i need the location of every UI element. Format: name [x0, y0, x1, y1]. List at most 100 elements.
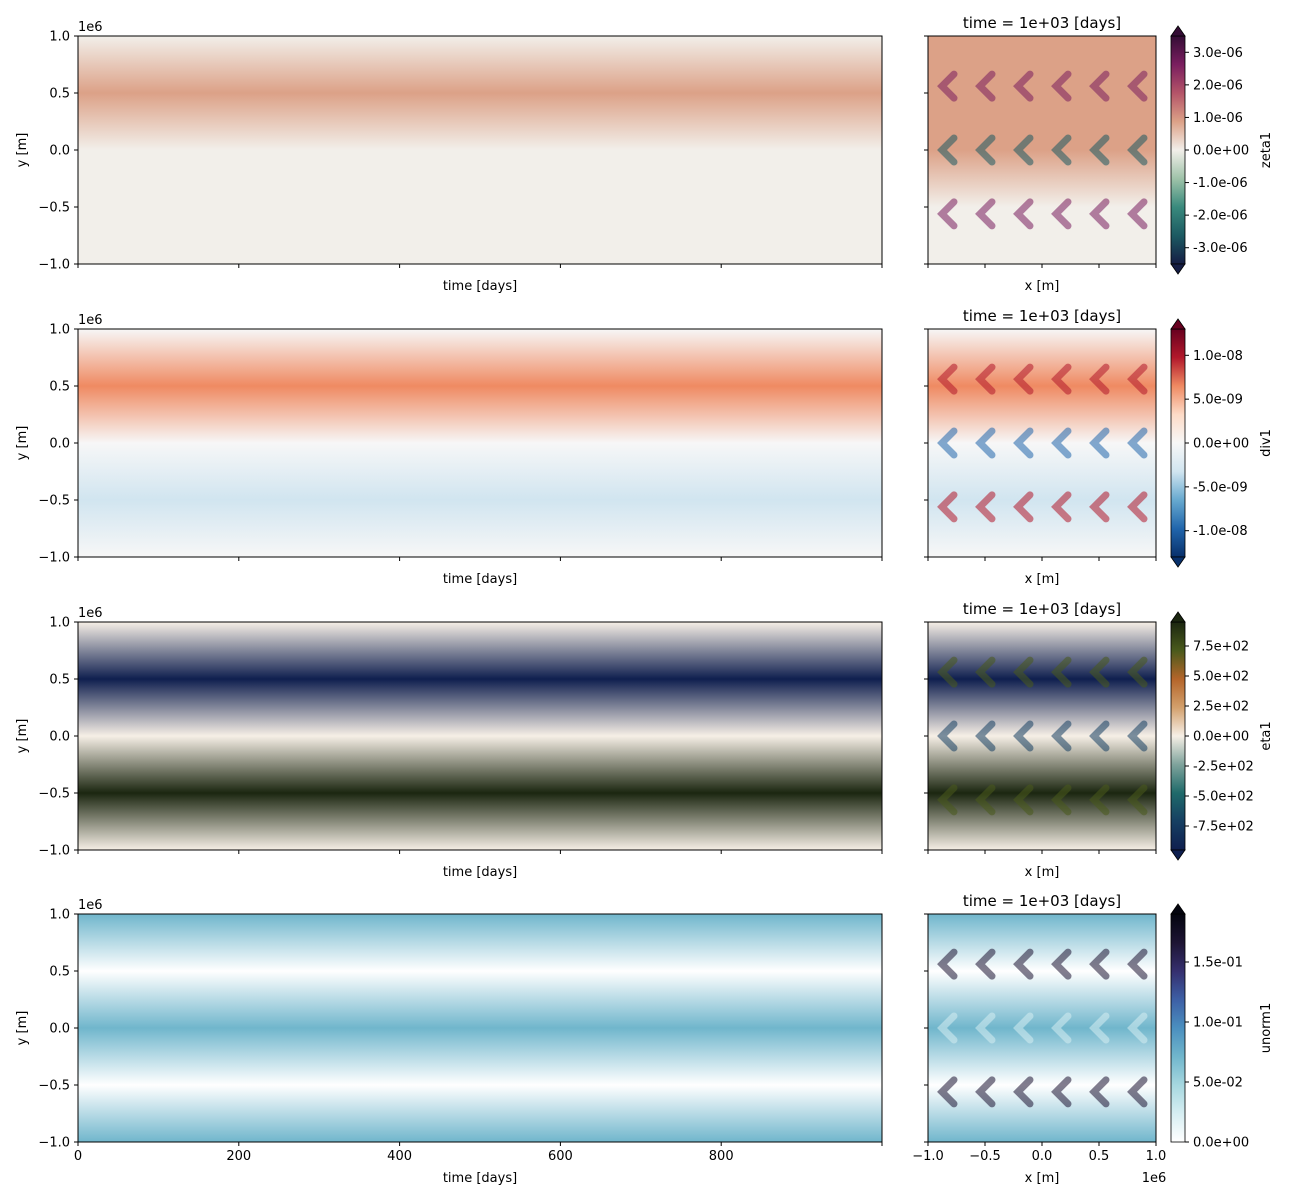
snapshot-title: time = 1e+03 [days]	[963, 14, 1121, 32]
y-offset-label: 1e6	[78, 898, 103, 913]
x-tick-label: 0.5	[1089, 1149, 1110, 1164]
x-tick-label: 600	[548, 1149, 573, 1164]
zeta1-hovmoller-field	[78, 36, 882, 264]
y-tick-label: −1.0	[38, 258, 70, 273]
eta1-colorbar	[1170, 621, 1186, 851]
colorbar-tick-label: 0.0e+00	[1193, 437, 1249, 452]
div1-colorbar	[1170, 328, 1186, 558]
colorbar-tick-label: 0.0e+00	[1193, 730, 1249, 745]
x-axis-label: x [m]	[1025, 572, 1060, 587]
x-axis-label: time [days]	[443, 572, 517, 587]
colorbar-extend-max	[1170, 903, 1186, 915]
colorbar-label: zeta1	[1259, 132, 1274, 168]
row-unorm1: 1.0 0.5 0.0 −0.5 −1.0 1e6 y [m] 0 200 400 600 800 ti…	[15, 892, 1274, 1186]
colorbar-tick-label: 3.0e-06	[1193, 46, 1243, 61]
y-axis-label: y [m]	[15, 719, 30, 754]
unorm1-hovmoller-field	[78, 914, 882, 1142]
unorm1-snapshot-field	[928, 914, 1156, 1142]
colorbar-extend-max	[1170, 25, 1186, 37]
div1-hovmoller-field	[78, 329, 882, 557]
y-tick-label: 0.0	[49, 437, 70, 452]
y-tick-label: 1.0	[49, 30, 70, 45]
y-tick-label: 0.5	[49, 380, 70, 395]
row-eta1: 1.0 0.5 0.0 −0.5 −1.0 1e6 y [m] time [days] time…	[15, 600, 1274, 880]
colorbar-tick-label: -1.0e-06	[1193, 176, 1248, 191]
colorbar-extend-min	[1170, 849, 1186, 861]
y-tick-label: −1.0	[38, 844, 70, 859]
y-axis-label: y [m]	[15, 133, 30, 168]
y-tick-label: 0.5	[49, 87, 70, 102]
colorbar-label: eta1	[1259, 721, 1274, 750]
x-axis-label: time [days]	[443, 865, 517, 880]
colorbar-tick-label: 5.0e+02	[1193, 670, 1249, 685]
unorm1-eddy-pattern	[937, 948, 1148, 1108]
y-axis-label: y [m]	[15, 426, 30, 461]
x-tick-label: 1.0	[1146, 1149, 1167, 1164]
x-axis-label: x [m]	[1025, 865, 1060, 880]
colorbar-tick-label: 5.0e-02	[1193, 1076, 1243, 1091]
x-tick-label: 0	[74, 1149, 82, 1164]
x-offset-label: 1e6	[1142, 1171, 1167, 1186]
y-tick-label: −0.5	[38, 201, 70, 216]
x-tick-label: −0.5	[969, 1149, 1001, 1164]
colorbar-label: unorm1	[1259, 1003, 1274, 1053]
colorbar-label: div1	[1259, 429, 1274, 457]
y-tick-label: −1.0	[38, 1136, 70, 1151]
colorbar-tick-label: 1.0e-01	[1193, 1016, 1243, 1031]
colorbar-tick-label: -7.5e+02	[1193, 820, 1254, 835]
colorbar-extend-max	[1170, 318, 1186, 330]
y-tick-label: −1.0	[38, 551, 70, 566]
snapshot-title: time = 1e+03 [days]	[963, 892, 1121, 910]
colorbar-extend-max	[1170, 611, 1186, 623]
colorbar-tick-label: 1.5e-01	[1193, 956, 1243, 971]
y-axis-label: y [m]	[15, 1011, 30, 1046]
y-offset-label: 1e6	[78, 313, 103, 328]
colorbar-extend-min	[1170, 263, 1186, 275]
y-tick-label: 1.0	[49, 323, 70, 338]
colorbar-tick-label: 0.0e+00	[1193, 1136, 1249, 1151]
x-axis-label: time [days]	[443, 1171, 517, 1186]
x-tick-label: −1.0	[912, 1149, 944, 1164]
y-tick-label: 1.0	[49, 908, 70, 923]
colorbar-tick-label: 7.5e+02	[1193, 640, 1249, 655]
zeta1-snapshot-field	[928, 36, 1156, 264]
colorbar-tick-label: 1.0e-08	[1193, 349, 1243, 364]
colorbar-tick-label: 1.0e-06	[1193, 111, 1243, 126]
colorbar-tick-label: -1.0e-08	[1193, 524, 1248, 539]
y-tick-label: 0.0	[49, 1022, 70, 1037]
colorbar-tick-label: 2.5e+02	[1193, 700, 1249, 715]
y-tick-label: 1.0	[49, 616, 70, 631]
eta1-eddy-pattern	[937, 656, 1148, 816]
x-tick-label: 200	[226, 1149, 251, 1164]
y-tick-label: 0.5	[49, 673, 70, 688]
y-tick-label: 0.0	[49, 730, 70, 745]
div1-eddy-pattern	[937, 363, 1148, 523]
x-axis-label: time [days]	[443, 279, 517, 294]
y-offset-label: 1e6	[78, 606, 103, 621]
x-axis-label: x [m]	[1025, 279, 1060, 294]
snapshot-title: time = 1e+03 [days]	[963, 307, 1121, 325]
colorbar-tick-label: -2.5e+02	[1193, 760, 1254, 775]
row-zeta1: 1.0 0.5 0.0 −0.5 −1.0 1e6 y [m] time [days] time…	[15, 14, 1274, 294]
y-tick-label: −0.5	[38, 1079, 70, 1094]
snapshot-title: time = 1e+03 [days]	[963, 600, 1121, 618]
y-tick-label: 0.0	[49, 144, 70, 159]
colorbar-tick-label: -2.0e-06	[1193, 209, 1248, 224]
row-div1: 1.0 0.5 0.0 −0.5 −1.0 1e6 y [m] time [days] time…	[15, 307, 1274, 587]
colorbar-tick-label: 2.0e-06	[1193, 78, 1243, 93]
y-tick-label: −0.5	[38, 787, 70, 802]
x-tick-label: 400	[387, 1149, 412, 1164]
y-offset-label: 1e6	[78, 20, 103, 35]
y-tick-label: 0.5	[49, 965, 70, 980]
colorbar-tick-label: -3.0e-06	[1193, 241, 1248, 256]
unorm1-colorbar	[1170, 913, 1186, 1143]
x-axis-label: x [m]	[1025, 1171, 1060, 1186]
x-tick-label: 800	[709, 1149, 734, 1164]
colorbar-extend-min	[1170, 556, 1186, 568]
x-tick-label: 0.0	[1032, 1149, 1053, 1164]
colorbar-tick-label: 0.0e+00	[1193, 144, 1249, 159]
y-tick-label: −0.5	[38, 494, 70, 509]
zeta1-eddy-pattern	[937, 70, 1148, 230]
eta1-hovmoller-field	[78, 622, 882, 850]
